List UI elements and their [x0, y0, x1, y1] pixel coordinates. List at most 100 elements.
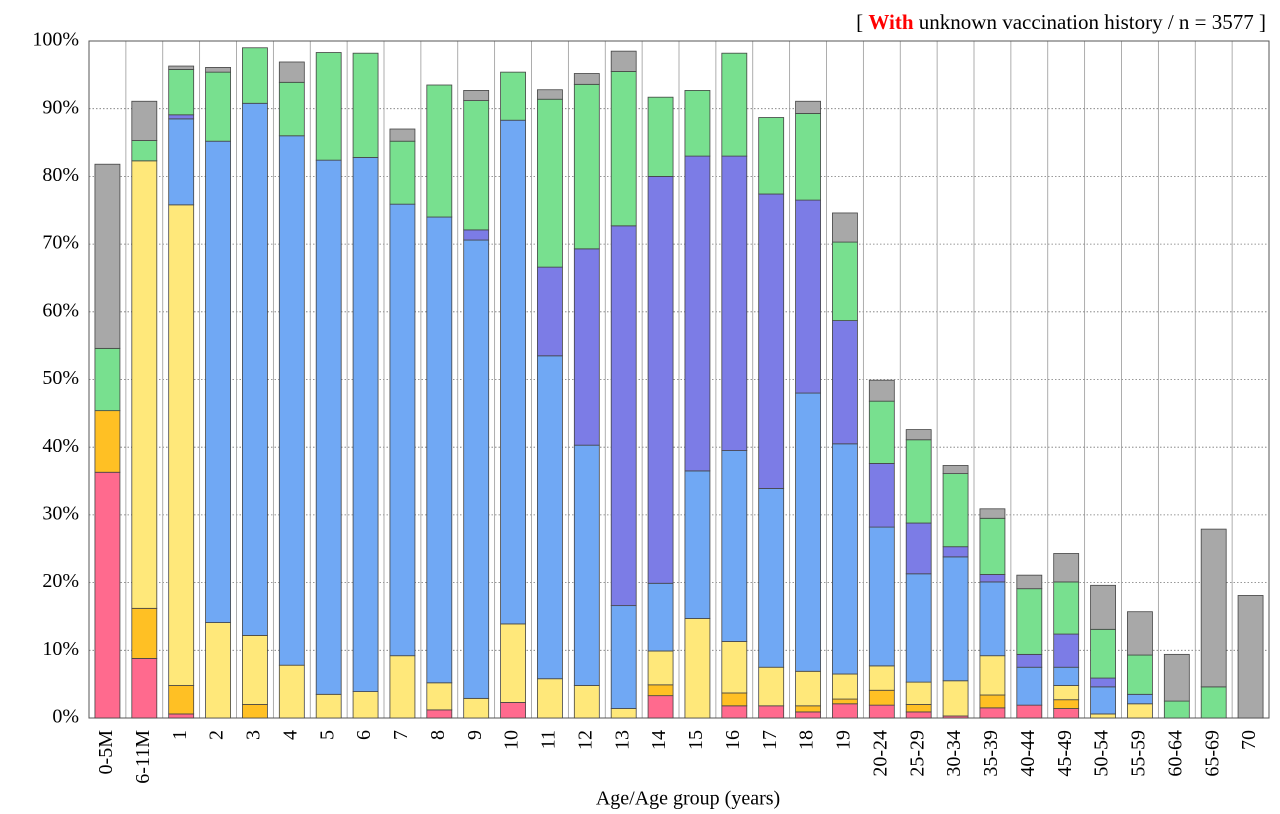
- bar-segment: [979, 508, 1006, 519]
- bar-segment: [1127, 654, 1153, 695]
- bar-segment: [1016, 666, 1043, 706]
- bar-segment: [352, 52, 379, 158]
- x-tick-group: 5: [316, 730, 338, 740]
- x-tick-label: 12: [574, 730, 596, 750]
- x-tick-group: 6: [353, 730, 375, 740]
- bar-segment: [832, 698, 858, 705]
- bar-segment: [463, 90, 490, 101]
- x-tick-group: 15: [685, 730, 707, 750]
- bar-segment: [463, 239, 490, 699]
- y-tick-label: 10%: [42, 638, 79, 660]
- x-tick-group: 50-54: [1091, 730, 1113, 777]
- bar-segment: [647, 175, 674, 584]
- bar-segment: [979, 574, 1006, 583]
- x-tick-group: 17: [759, 730, 781, 750]
- bar-segment: [684, 90, 711, 157]
- bar-segment: [1053, 699, 1080, 709]
- x-tick-label: 10: [501, 730, 523, 750]
- bar-segment: [795, 100, 821, 114]
- bar-segment: [979, 707, 1006, 719]
- bar-segment: [684, 618, 711, 719]
- bar-segment: [905, 573, 932, 683]
- x-tick-label: 13: [611, 730, 633, 750]
- bar-segment: [426, 84, 453, 218]
- bar-segment: [278, 81, 305, 137]
- x-tick-group: 16: [722, 730, 744, 750]
- x-tick-group: 40-44: [1017, 730, 1039, 777]
- x-tick-label: 8: [427, 730, 449, 740]
- bar-segment: [537, 98, 563, 268]
- bar-segment: [315, 159, 342, 695]
- bar-segment: [942, 680, 969, 717]
- bar-segment: [610, 225, 637, 607]
- x-tick-label: 0-5M: [95, 730, 117, 775]
- bar-segment: [537, 355, 563, 680]
- bar-segment: [684, 470, 711, 619]
- bar-segment: [721, 155, 748, 451]
- x-tick-label: 20-24: [869, 730, 891, 777]
- bar-segment: [721, 705, 748, 719]
- bar-segment: [389, 140, 416, 205]
- bar-segment: [868, 379, 895, 402]
- bar-segment: [168, 713, 195, 719]
- y-tick-label: 50%: [42, 367, 79, 389]
- bar-segment: [979, 694, 1006, 709]
- bar-segment: [573, 248, 600, 446]
- bar-segment: [1090, 686, 1116, 715]
- x-tick-label: 55-59: [1128, 730, 1150, 777]
- x-tick-label: 70: [1238, 730, 1260, 750]
- bar-segment: [979, 655, 1006, 696]
- bar-segment: [610, 50, 637, 72]
- x-tick-label: 18: [796, 730, 818, 750]
- bar-segment: [1016, 588, 1043, 655]
- x-tick-label: 17: [759, 730, 781, 750]
- bar-segment: [242, 635, 268, 705]
- bar-segment: [352, 691, 379, 719]
- bar-segment: [131, 658, 158, 719]
- bar-segment: [832, 241, 858, 322]
- bar-segment: [868, 704, 895, 719]
- x-tick-group: 60-64: [1164, 730, 1186, 777]
- bar-segment: [131, 100, 158, 141]
- bar-segment: [168, 65, 195, 70]
- bar-segment: [721, 450, 748, 642]
- y-tick-label: 80%: [42, 164, 79, 186]
- y-tick-label: 30%: [42, 502, 79, 524]
- bar-segment: [942, 473, 969, 548]
- bar-segment: [205, 140, 231, 623]
- bar-segment: [463, 100, 490, 231]
- bar-segment: [537, 678, 563, 719]
- bar-segment: [94, 347, 121, 412]
- y-tick-label: 40%: [42, 435, 79, 457]
- bar-segment: [168, 118, 195, 206]
- x-tick-group: 70: [1238, 730, 1260, 750]
- title-open: [: [856, 10, 863, 34]
- y-tick-label: 70%: [42, 232, 79, 254]
- bar-segment: [868, 463, 895, 528]
- x-tick-label: 65-69: [1201, 730, 1223, 777]
- bar-segment: [537, 266, 563, 357]
- bar-segment: [168, 69, 195, 116]
- x-tick-group: 9: [464, 730, 486, 740]
- bar-segment: [721, 641, 748, 694]
- x-tick-group: 12: [574, 730, 596, 750]
- bar-segment: [1163, 700, 1190, 719]
- bar-segment: [1016, 653, 1043, 668]
- bar-segment: [1053, 666, 1080, 686]
- bar-segment: [1200, 528, 1227, 688]
- bar-segment: [795, 711, 821, 719]
- x-tick-label: 25-29: [906, 730, 928, 777]
- bar-segment: [278, 135, 305, 666]
- x-tick-label: 30-34: [943, 730, 965, 777]
- x-tick-group: 2: [206, 730, 228, 740]
- bar-segment: [205, 67, 231, 73]
- bar-segment: [426, 216, 453, 684]
- x-tick-label: 6-11M: [132, 730, 154, 784]
- title-close: ]: [1259, 10, 1266, 34]
- bar-segment: [1016, 574, 1043, 590]
- x-tick-label: 1: [169, 730, 191, 740]
- x-tick-label: 3: [243, 730, 265, 740]
- bar-segment: [168, 114, 195, 120]
- bar-segment: [1090, 677, 1116, 688]
- bar-segment: [1053, 633, 1080, 668]
